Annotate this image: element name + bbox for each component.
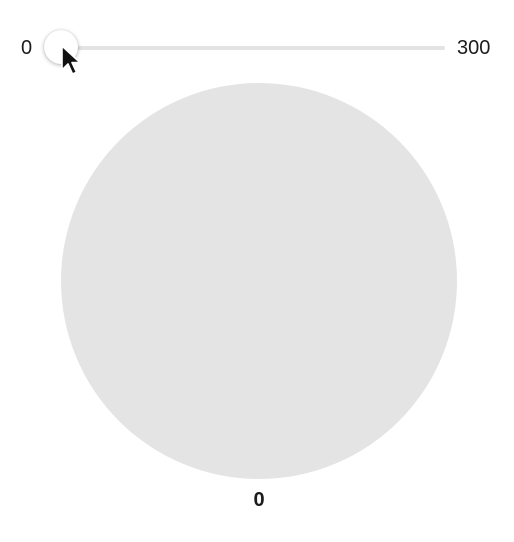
slider-track[interactable] — [48, 46, 445, 50]
slider-thumb[interactable] — [44, 30, 78, 64]
slider-min-label: 0 — [21, 37, 33, 59]
preview-circle — [61, 83, 457, 479]
value-readout: 0 — [253, 489, 265, 511]
slider-max-label: 300 — [457, 37, 491, 59]
